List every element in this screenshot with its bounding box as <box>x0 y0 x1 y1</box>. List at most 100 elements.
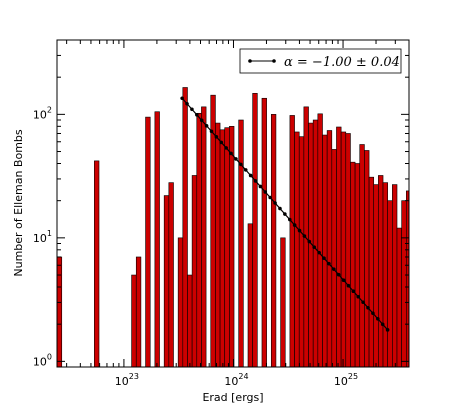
histogram-bar <box>168 182 174 368</box>
fit-marker <box>283 212 287 216</box>
fit-marker <box>331 267 336 271</box>
histogram-bar <box>177 237 184 368</box>
tick-label: 101 <box>33 229 52 245</box>
fit-marker <box>327 261 331 266</box>
fit-marker <box>336 272 341 277</box>
histogram-bar <box>345 133 351 368</box>
histogram-bar <box>378 175 384 368</box>
fit-marker <box>287 217 292 222</box>
legend-label: α = −1.00 ± 0.04 <box>284 55 400 70</box>
fit-marker <box>273 201 277 205</box>
histogram-bar <box>201 106 207 368</box>
fit-marker <box>366 305 370 310</box>
fit-marker <box>376 317 380 321</box>
fit-marker <box>234 157 238 161</box>
fit-marker <box>380 322 385 327</box>
histogram-bar <box>354 163 361 368</box>
legend-marker-icon <box>272 59 276 63</box>
tick-label: 1025 <box>334 372 358 388</box>
fit-marker <box>278 206 282 211</box>
fit-marker <box>341 278 346 283</box>
fit-marker <box>322 256 326 260</box>
fit-marker <box>292 223 297 227</box>
histogram-bar <box>219 129 226 368</box>
histogram-bar <box>191 175 198 368</box>
histogram-bar <box>224 127 230 368</box>
histogram-bar <box>331 149 337 368</box>
histogram-bar <box>252 93 258 368</box>
fit-marker <box>219 140 224 145</box>
histogram-bar <box>135 256 142 368</box>
fit-marker <box>248 173 253 178</box>
fit-marker <box>356 294 361 299</box>
histogram-bar <box>336 126 342 368</box>
power-law-fit <box>180 96 390 332</box>
fit-marker <box>224 146 228 150</box>
axis-ticks <box>57 39 410 368</box>
histogram-bar <box>396 227 402 368</box>
tick-labels: 1023 1024 1025 100 101 102 <box>33 105 358 388</box>
fit-marker <box>346 283 351 288</box>
fit-marker <box>253 179 258 183</box>
legend-marker-icon <box>248 59 252 63</box>
fit-marker <box>385 328 390 332</box>
fit-marker <box>317 250 321 255</box>
tick-label: 1024 <box>224 372 248 388</box>
histogram-bar <box>392 184 398 368</box>
histogram-bar <box>94 160 100 368</box>
histogram-bar <box>187 274 193 368</box>
fit-marker <box>351 289 356 294</box>
histogram-bar <box>373 184 379 368</box>
fit-marker <box>214 135 219 139</box>
y-axis-label: Number of Elleman Bombs <box>12 129 25 277</box>
histogram-bar <box>317 113 323 368</box>
fit-marker <box>361 300 365 305</box>
fit-marker <box>195 113 199 117</box>
histogram-bar <box>326 130 333 368</box>
tick-label: 100 <box>33 352 52 368</box>
fit-marker <box>268 195 272 200</box>
histogram-bar <box>154 111 160 368</box>
fit-marker <box>199 118 204 123</box>
histogram-bar <box>322 134 328 368</box>
histogram-bar <box>261 97 267 368</box>
fit-marker <box>297 228 302 233</box>
histogram-bar <box>312 119 319 368</box>
histogram-bar <box>182 87 188 368</box>
fit-marker <box>307 239 312 244</box>
x-axis-label: Erad [ergs] <box>202 391 263 404</box>
histogram-bar <box>298 136 305 368</box>
fit-marker <box>209 129 214 134</box>
fit-marker <box>229 151 233 156</box>
fit-marker <box>204 124 209 128</box>
fit-marker <box>185 101 189 106</box>
fit-marker <box>258 184 263 189</box>
fit-marker <box>312 245 317 249</box>
fit-marker <box>302 234 307 238</box>
fit-marker <box>190 107 194 112</box>
histogram-bar <box>364 150 370 368</box>
fit-marker <box>239 162 243 167</box>
histogram-bar <box>210 94 216 368</box>
fit-marker <box>371 311 375 316</box>
histogram-bar <box>131 274 137 368</box>
histogram-bar <box>387 200 393 368</box>
histogram-bar <box>238 119 244 368</box>
histogram-bar <box>382 182 388 368</box>
histogram-bar <box>247 223 253 368</box>
histogram-bar <box>229 126 235 368</box>
legend: α = −1.00 ± 0.04 <box>239 48 402 74</box>
fit-marker <box>263 190 268 194</box>
histogram-bar <box>56 256 63 368</box>
histogram-bar <box>163 195 170 368</box>
histogram-bar <box>270 114 277 368</box>
histogram-bar <box>280 237 286 368</box>
histogram-bar <box>350 161 356 368</box>
histogram-bar <box>340 131 347 368</box>
histogram-bar <box>401 200 407 368</box>
histogram-bar <box>359 144 365 368</box>
histogram-bar <box>368 176 375 368</box>
fit-marker <box>180 96 184 101</box>
tick-label: 102 <box>33 105 52 121</box>
histogram-bar <box>294 131 300 368</box>
